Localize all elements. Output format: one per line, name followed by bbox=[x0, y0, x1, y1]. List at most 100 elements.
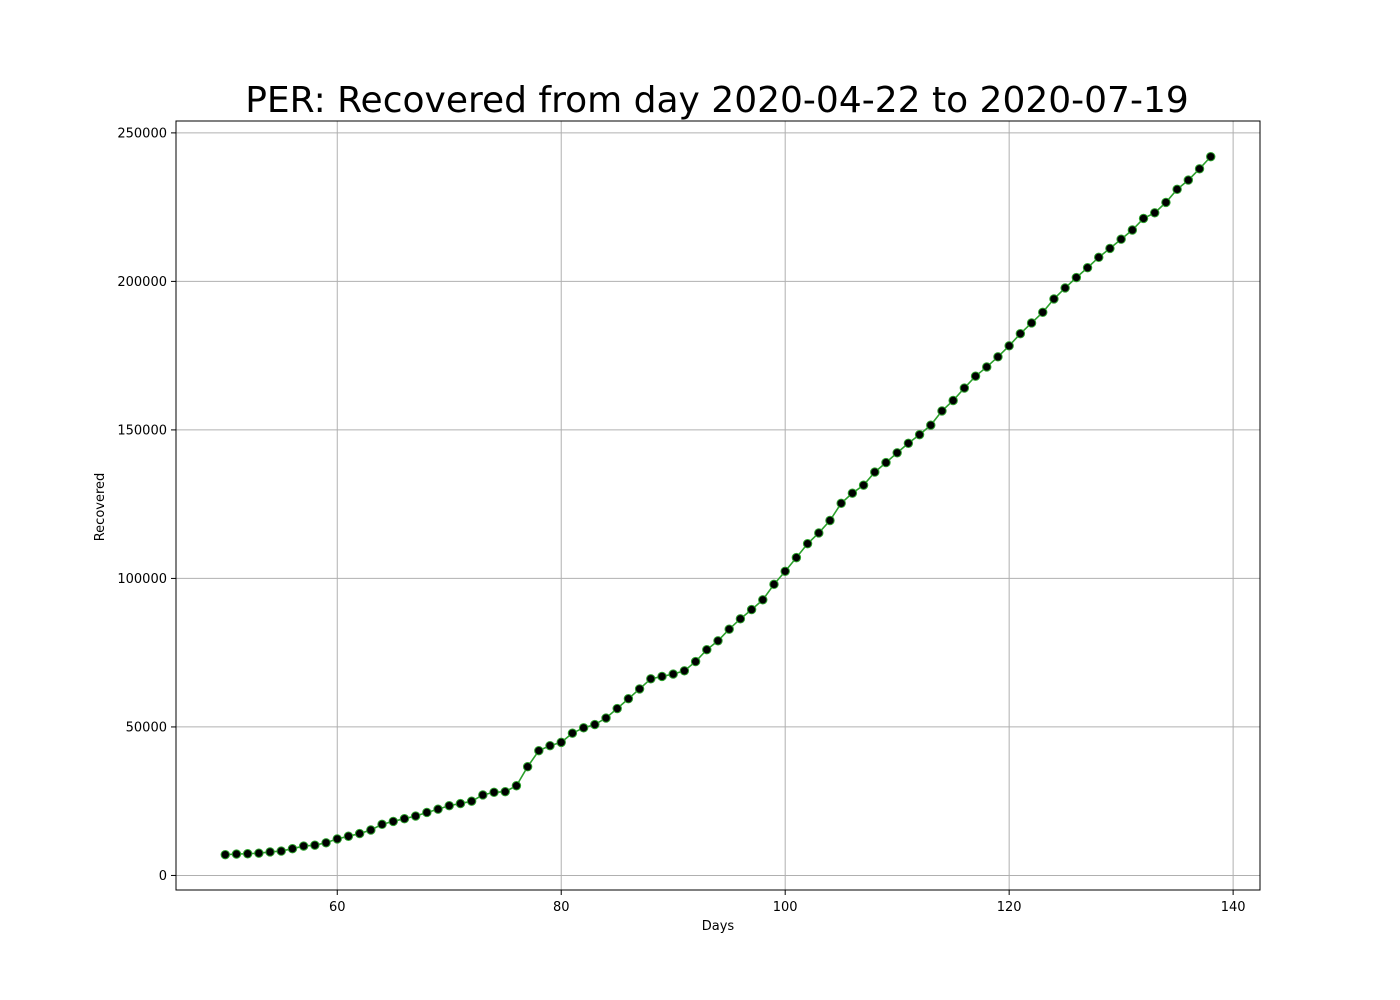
data-point bbox=[1082, 263, 1093, 273]
data-point bbox=[1194, 164, 1205, 174]
data-point bbox=[444, 800, 454, 811]
data-point bbox=[354, 828, 365, 839]
data-point bbox=[646, 674, 656, 684]
data-point bbox=[556, 737, 566, 748]
data-point bbox=[769, 579, 779, 590]
data-point bbox=[220, 849, 230, 860]
data-point bbox=[881, 457, 891, 468]
data-point bbox=[657, 671, 667, 682]
data-point bbox=[1026, 318, 1037, 328]
data-point bbox=[758, 595, 768, 605]
data-point bbox=[455, 798, 466, 809]
data-point bbox=[1094, 252, 1104, 263]
x-tick-label: 120 bbox=[997, 900, 1022, 915]
data-point bbox=[914, 429, 925, 440]
y-tick-label: 0 bbox=[159, 869, 167, 884]
data-point bbox=[780, 566, 790, 576]
data-point bbox=[612, 703, 622, 714]
data-point bbox=[478, 790, 488, 800]
data-point bbox=[634, 684, 645, 694]
data-point bbox=[466, 796, 477, 806]
data-point bbox=[1138, 213, 1149, 224]
x-tick-label: 140 bbox=[1221, 900, 1246, 915]
data-point bbox=[1049, 294, 1059, 304]
data-point bbox=[601, 713, 611, 723]
data-point bbox=[1161, 197, 1171, 208]
data-point bbox=[366, 825, 376, 835]
data-point bbox=[735, 614, 746, 624]
chart-title: PER: Recovered from day 2020-04-22 to 20… bbox=[245, 80, 1189, 121]
data-point bbox=[959, 383, 970, 393]
plot-frame bbox=[175, 120, 1261, 891]
data-point bbox=[926, 420, 936, 430]
data-point bbox=[511, 781, 522, 791]
y-tick-label: 150000 bbox=[117, 423, 167, 438]
data-point bbox=[1038, 307, 1048, 317]
data-point bbox=[242, 849, 253, 859]
data-point bbox=[982, 362, 992, 372]
data-point bbox=[276, 846, 286, 856]
data-point bbox=[948, 395, 958, 406]
data-point bbox=[1183, 175, 1194, 185]
y-tick-label: 50000 bbox=[126, 720, 167, 735]
data-point bbox=[970, 371, 981, 381]
data-point bbox=[937, 406, 947, 416]
data-point bbox=[892, 448, 902, 458]
data-point bbox=[668, 669, 678, 679]
data-point bbox=[500, 786, 510, 797]
data-point bbox=[825, 515, 835, 526]
data-point bbox=[578, 723, 589, 733]
data-point bbox=[231, 849, 242, 859]
data-point bbox=[265, 847, 275, 857]
data-point bbox=[802, 538, 813, 549]
data-point bbox=[1071, 272, 1082, 283]
data-point bbox=[254, 848, 264, 858]
grid-layer bbox=[176, 121, 1260, 890]
data-point bbox=[836, 498, 846, 508]
data-point bbox=[1060, 283, 1070, 293]
x-tick-label: 100 bbox=[773, 900, 798, 915]
y-tick-label: 250000 bbox=[117, 126, 167, 141]
data-point bbox=[388, 816, 398, 827]
y-tick-label: 100000 bbox=[117, 572, 167, 587]
data-point bbox=[534, 745, 544, 756]
data-point bbox=[321, 838, 331, 848]
data-point bbox=[1206, 151, 1216, 162]
series-layer bbox=[220, 151, 1216, 860]
data-point bbox=[1172, 184, 1182, 195]
data-point bbox=[1105, 243, 1115, 254]
data-point bbox=[310, 840, 320, 850]
data-point bbox=[287, 844, 298, 854]
data-point bbox=[1150, 208, 1160, 218]
x-tick-label: 60 bbox=[329, 900, 346, 915]
data-point bbox=[993, 352, 1003, 362]
x-axis-label: Days bbox=[702, 919, 735, 934]
data-point bbox=[399, 814, 410, 824]
data-point bbox=[332, 834, 342, 844]
data-point bbox=[1015, 328, 1026, 339]
data-point bbox=[298, 841, 309, 851]
data-point bbox=[791, 552, 802, 563]
data-point bbox=[623, 694, 634, 704]
data-point bbox=[1004, 341, 1014, 351]
data-point bbox=[489, 787, 499, 797]
data-point bbox=[870, 467, 880, 477]
data-point bbox=[410, 811, 421, 821]
data-point bbox=[377, 819, 387, 830]
data-point bbox=[690, 656, 701, 667]
y-axis-label: Recovered bbox=[93, 473, 108, 542]
data-point bbox=[858, 480, 869, 490]
data-point bbox=[590, 719, 600, 730]
data-point bbox=[814, 528, 824, 538]
y-tick-label: 200000 bbox=[117, 275, 167, 290]
data-point bbox=[1127, 225, 1138, 235]
data-point bbox=[522, 762, 533, 772]
x-tick-label: 80 bbox=[553, 900, 570, 915]
data-point bbox=[713, 636, 723, 646]
data-point bbox=[679, 666, 690, 676]
data-point bbox=[903, 438, 914, 448]
data-point bbox=[702, 645, 712, 655]
data-point bbox=[343, 831, 354, 841]
